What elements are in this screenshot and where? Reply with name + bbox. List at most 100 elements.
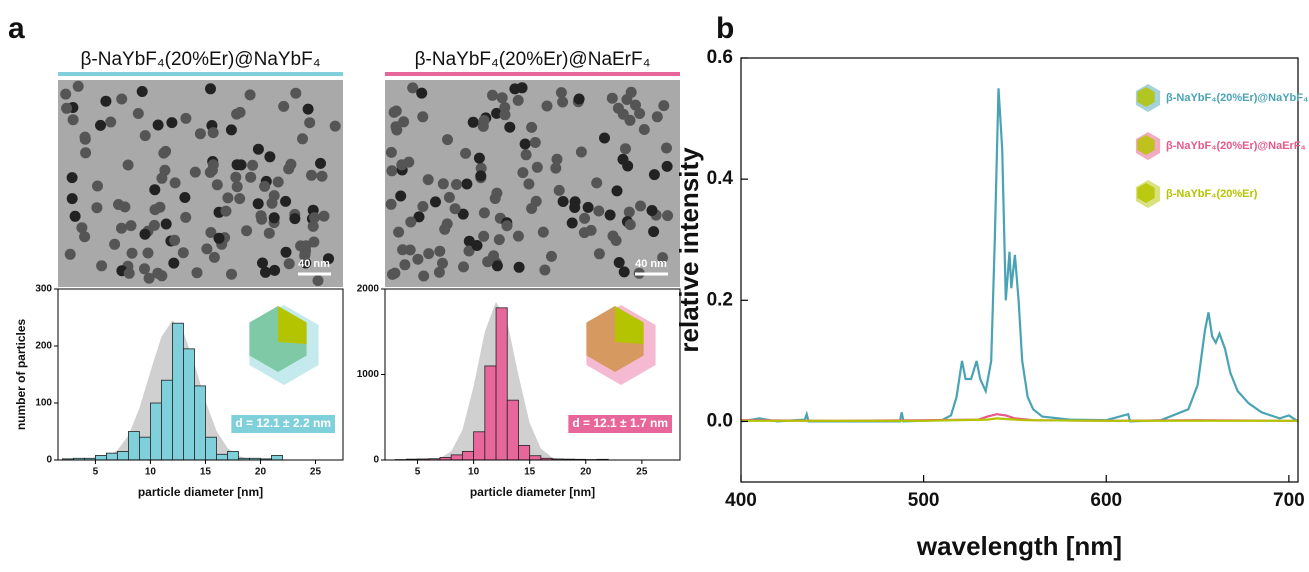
tem-particle [416, 88, 427, 99]
tem-particle [442, 218, 453, 229]
tem-particle [209, 252, 220, 263]
tem-particle [140, 229, 151, 240]
tem-particle [574, 94, 585, 105]
tem-particle [599, 133, 610, 144]
tem-particle [133, 108, 144, 119]
tem-particle [269, 265, 280, 276]
tem-particle [212, 179, 223, 190]
bar [227, 451, 238, 460]
panel-label: a [8, 12, 25, 45]
tem-particle [116, 94, 127, 105]
tem-particle [313, 275, 324, 286]
y-tick-label: 0.4 [707, 168, 734, 189]
tem-particle [180, 212, 191, 223]
tem-particle [253, 144, 264, 155]
tem-particle [60, 89, 71, 100]
tem-particle [391, 121, 402, 132]
tem-particle [65, 249, 76, 260]
tem-particle [269, 212, 280, 223]
tem-particle [523, 179, 534, 190]
tem-particle [67, 172, 78, 183]
scale-bar-label: 40 nm [635, 258, 667, 270]
tem-particle [315, 158, 326, 169]
tem-particle [105, 117, 116, 128]
tem-particle [161, 219, 172, 230]
tem-particle [474, 153, 485, 164]
tem-particle [556, 87, 567, 98]
y-tick-label: 0.2 [707, 289, 733, 310]
tem-particle [520, 139, 531, 150]
tem-particle [618, 154, 629, 165]
tem-particle [264, 151, 275, 162]
tem-particle [434, 267, 445, 278]
tem-particle [517, 167, 528, 178]
bar [183, 349, 194, 460]
tem-particle [256, 214, 267, 225]
y-tick-label: 300 [35, 284, 52, 295]
tem-particle [423, 248, 434, 259]
tem-particle [397, 244, 408, 255]
tem-particle [317, 171, 328, 182]
tem-particle [190, 167, 201, 178]
annotation: d = 12.1 ± 2.2 nm [235, 416, 331, 430]
tem-particle [273, 177, 284, 188]
tem-particle [438, 178, 449, 189]
x-tick-label: 20 [255, 467, 267, 478]
bar [95, 455, 106, 460]
bar [194, 386, 205, 460]
tem-particle [586, 225, 597, 236]
tem-particle [226, 269, 237, 280]
tem-particle [73, 81, 84, 92]
x-tick-label: 10 [145, 467, 157, 478]
tem-particle [123, 160, 134, 171]
tem-particle [583, 202, 594, 213]
y-axis-label: relative intensity [674, 147, 704, 353]
tem-particle [635, 201, 646, 212]
tem-particle [662, 210, 673, 221]
x-tick-label: 400 [725, 490, 757, 511]
tem-particle [169, 235, 180, 246]
x-tick-label: 5 [415, 467, 421, 478]
bar [161, 380, 172, 460]
annotation: d = 12.1 ± 1.7 nm [572, 416, 668, 430]
tem-particle [389, 107, 400, 118]
x-tick-label: 500 [908, 490, 940, 511]
legend-label: β-NaYbF₄(20%Er)@NaErF₄ [1166, 140, 1306, 152]
y-tick-label: 200 [35, 341, 52, 352]
tem-particle [214, 233, 225, 244]
tem-particle [620, 143, 631, 154]
tem-particle [517, 82, 528, 93]
x-axis-label: wavelength [nm] [916, 531, 1122, 561]
tem-particle [150, 204, 161, 215]
tem-particle [442, 134, 453, 145]
tem-particle [475, 170, 486, 181]
tem-particle [284, 258, 295, 269]
tem-particle [634, 108, 645, 119]
tem-particle [530, 137, 541, 148]
tem-particle [625, 219, 636, 230]
x-tick-label: 25 [310, 467, 322, 478]
tem-particle [593, 206, 604, 217]
tem-particle [247, 160, 258, 171]
tem-particle [417, 201, 428, 212]
tem-particle [538, 227, 549, 238]
y-tick-label: 100 [35, 398, 52, 409]
tem-particle [208, 159, 219, 170]
tem-particle [451, 179, 462, 190]
tem-particle [567, 218, 578, 229]
x-axis-label: particle diameter [nm] [138, 485, 263, 499]
tem-particle [399, 259, 410, 270]
x-tick-label: 20 [580, 467, 592, 478]
tem-particle [281, 247, 292, 258]
tem-particle [504, 122, 515, 133]
tem-particle [579, 213, 590, 224]
x-tick-label: 5 [93, 467, 99, 478]
tem-particle [245, 172, 256, 183]
tem-particle [450, 203, 461, 214]
tem-particle [226, 124, 237, 135]
tem-particle [605, 210, 616, 221]
tem-particle [648, 226, 659, 237]
bar [106, 453, 117, 460]
tem-particle [140, 130, 151, 141]
